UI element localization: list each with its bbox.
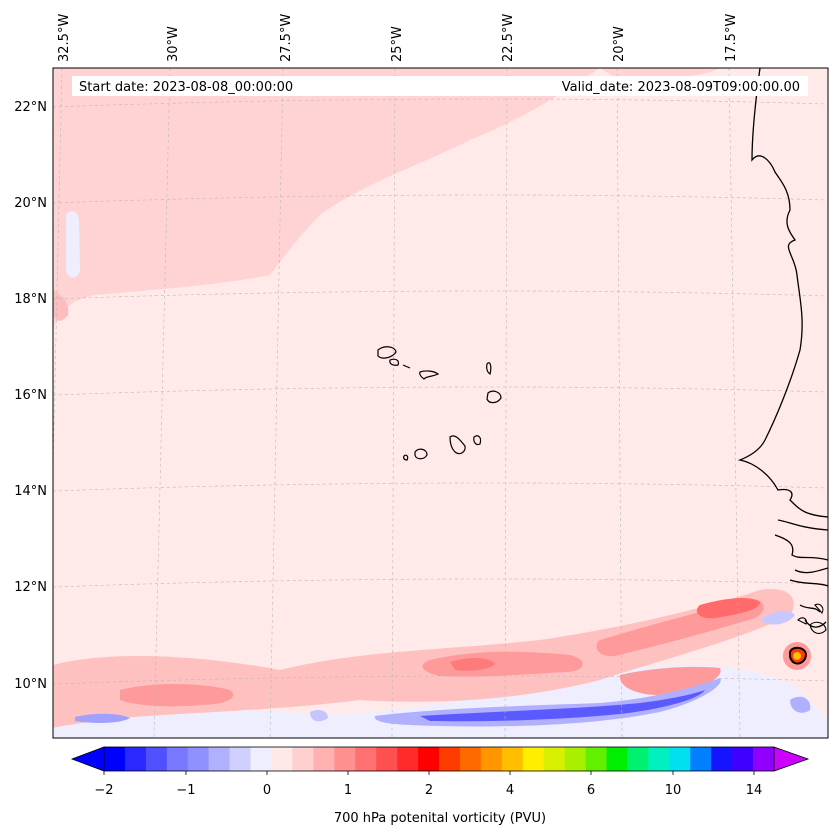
pv-spot-blue-east <box>790 696 811 713</box>
colorbar-cell <box>606 747 628 771</box>
latitude-labels: 22°N 20°N 18°N 16°N 14°N 12°N 10°N <box>14 100 47 692</box>
pv-spot-blue-coast <box>760 610 795 625</box>
colorbar-cell <box>313 747 335 771</box>
map-panel <box>53 68 828 738</box>
lon-label: 30°W <box>166 26 181 62</box>
pv-band-light-red <box>53 589 794 728</box>
colorbar-cell <box>753 747 775 771</box>
island-sao-vicente <box>389 358 400 366</box>
colorbar-ticks: −2 −1 0 1 2 4 6 10 14 <box>94 783 762 798</box>
colorbar-cell <box>271 747 293 771</box>
colorbar-title: 700 hPa potenital vorticity (PVU) <box>334 811 546 826</box>
colorbar-cell <box>376 747 398 771</box>
lat-label: 10°N <box>14 677 47 692</box>
colorbar-cell <box>711 747 733 771</box>
colorbar-over-arrow <box>773 746 810 772</box>
colorbar-cell <box>501 747 524 771</box>
longitude-labels: 32.5°W 30°W 27.5°W 25°W 22.5°W 20°W 17.5… <box>57 14 739 62</box>
start-date-label: Start date: 2023-08-08_00:00:00 <box>79 80 293 95</box>
map-frame <box>52 67 829 739</box>
colorbar-tick-label: 14 <box>746 783 763 798</box>
colorbar-cell <box>543 747 565 771</box>
island-maio <box>473 435 482 446</box>
colorbar-cell <box>690 747 712 771</box>
lat-label: 16°N <box>14 388 47 403</box>
island-sao-nicolau <box>419 370 440 380</box>
colorbar-cell <box>292 747 314 771</box>
lon-label: 17.5°W <box>724 14 739 62</box>
colorbar-cell <box>229 747 251 771</box>
info-box <box>72 76 808 96</box>
colorbar-tick-label: 2 <box>425 783 433 798</box>
cabo-verde-islands <box>377 346 502 461</box>
lat-label: 22°N <box>14 100 47 115</box>
island-boa-vista <box>486 390 502 404</box>
colorbar-tick-label: 4 <box>506 783 514 798</box>
lat-label: 14°N <box>14 484 47 499</box>
lat-label: 20°N <box>14 196 47 211</box>
island-sal <box>486 362 492 375</box>
colorbar-cell <box>104 747 126 771</box>
pv-band-blue-core <box>420 690 705 722</box>
colorbar-cell <box>522 747 544 771</box>
island-santa-luzia <box>402 364 411 369</box>
island-santo-antao <box>377 346 397 359</box>
island-brava <box>403 454 409 461</box>
colorbar-cell <box>585 747 607 771</box>
colorbar-cell <box>418 747 440 771</box>
colorbar-cell <box>459 747 482 771</box>
pv-spot-west <box>66 210 80 278</box>
colorbar-cell <box>208 747 230 771</box>
colorbar-frame <box>103 746 775 772</box>
colorbar-tick-label: 0 <box>263 783 271 798</box>
lat-label: 18°N <box>14 292 47 307</box>
island-santiago <box>449 435 466 455</box>
pv-spot-blue-mid <box>310 710 328 722</box>
colorbar-under-arrow <box>70 746 105 772</box>
colorbar-cell <box>669 747 691 771</box>
colorbar-cell <box>397 747 419 771</box>
colorbar-cell <box>187 747 209 771</box>
colorbar-cell <box>648 747 670 771</box>
pv-band-blue-west <box>75 713 130 723</box>
colorbar-tick-label: −2 <box>94 783 113 798</box>
colorbar-tick-label: 10 <box>665 783 682 798</box>
coastline-africa <box>737 68 828 628</box>
pv-band-red-core-center <box>450 658 495 671</box>
pv-band-red-core-east <box>696 598 760 619</box>
colorbar-tick-label: −1 <box>176 783 195 798</box>
pv-hotspot-ring <box>788 646 808 665</box>
lat-label: 12°N <box>14 580 47 595</box>
colorbar-cell <box>439 747 461 771</box>
colorbar-cell <box>480 747 503 771</box>
lon-label: 32.5°W <box>57 14 72 62</box>
pv-hotspot-core <box>793 652 801 660</box>
valid-date-label: Valid_date: 2023-08-09T09:00:00.00 <box>562 80 800 95</box>
lon-label: 27.5°W <box>279 14 294 62</box>
colorbar-cell <box>145 747 168 771</box>
lon-label: 20°W <box>612 26 627 62</box>
lon-label: 25°W <box>390 26 405 62</box>
colorbar <box>70 746 810 775</box>
colorbar-cell <box>355 747 377 771</box>
coastline-bissagos <box>797 603 827 634</box>
colorbar-cell <box>564 747 586 771</box>
island-fogo <box>414 448 428 460</box>
lon-label: 22.5°W <box>501 14 516 62</box>
colorbar-tick-label: 6 <box>587 783 595 798</box>
colorbar-cell <box>732 747 754 771</box>
colorbar-tick-label: 1 <box>344 783 352 798</box>
pv-region-northwest <box>53 68 600 330</box>
gridlines <box>53 68 828 738</box>
colorbar-cell <box>166 747 189 771</box>
colorbar-cell <box>627 747 649 771</box>
colorbar-cell <box>334 747 356 771</box>
pv-band-red-west <box>120 684 234 707</box>
colorbar-cell <box>250 747 272 771</box>
colorbar-cell <box>124 747 147 771</box>
